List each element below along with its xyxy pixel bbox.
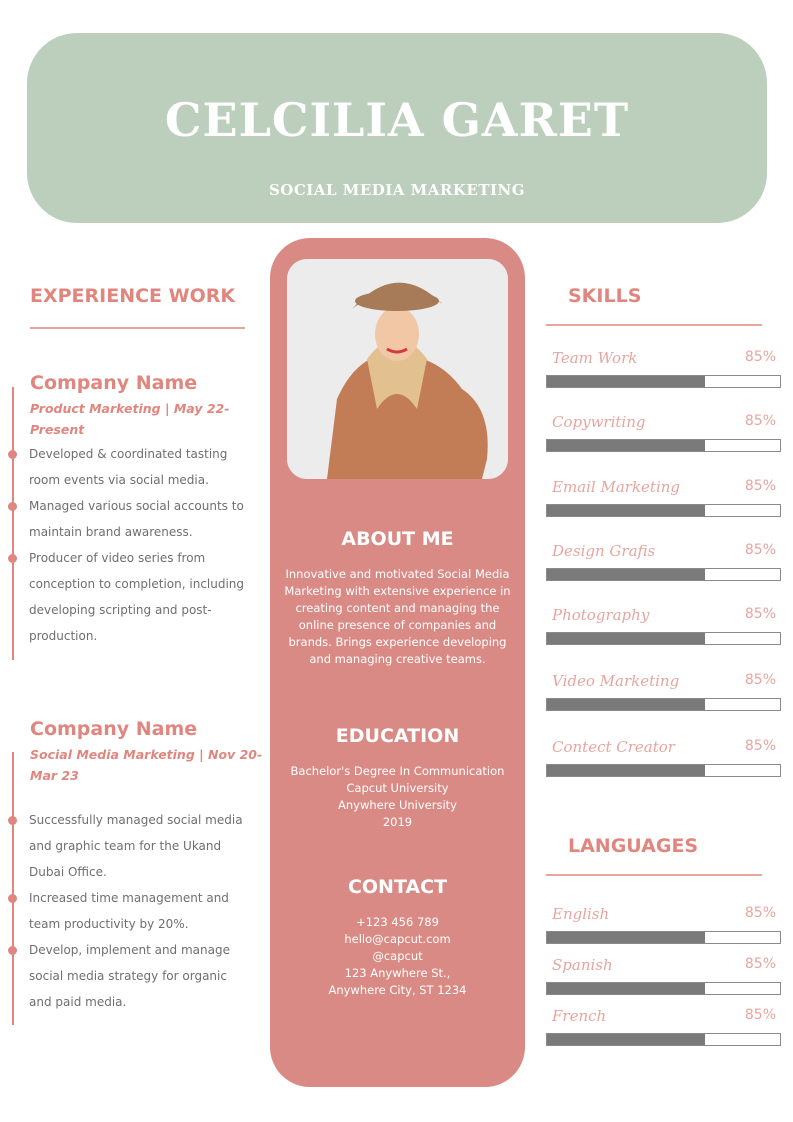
job-bullet: Developed & coordinated tasting room eve… [29,447,228,487]
header-banner: CELCILIA GARET SOCIAL MEDIA MARKETING [27,33,767,223]
skills-label: Video Marketing [552,672,680,690]
skills-progress-bar [546,439,781,452]
skills-heading: SKILLS [568,285,642,307]
education-line: Bachelor's Degree In Communication [290,764,505,778]
experience-heading: EXPERIENCE WORK [30,285,236,307]
divider [546,324,762,326]
job-role: Social Media Marketing | Nov 20-Mar 23 [30,747,263,783]
languages-heading: LANGUAGES [568,835,699,857]
skills-label: Contect Creator [552,738,675,756]
skills-progress-fill [547,633,706,644]
skills-percent: 85% [744,672,776,688]
skills-percent: 85% [744,606,776,622]
skills-label: Copywriting [552,413,646,431]
skills-progress-bar [546,504,781,517]
company-name: Company Name [30,372,198,394]
skills-label: Design Grafis [552,542,656,560]
skills-progress-bar [546,375,781,388]
skills-progress-bar [546,568,781,581]
bullet-dot [8,450,17,459]
skills-progress-fill [547,440,706,451]
skills-progress-fill [547,505,706,516]
languages-label: Spanish [552,956,613,974]
contact-heading: CONTACT [347,876,448,898]
about-heading: ABOUT ME [341,528,454,550]
languages-progress-fill [547,932,706,943]
skills-progress-bar [546,698,781,711]
languages-progress-fill [547,1034,706,1045]
person-name: CELCILIA GARET [164,93,630,147]
skills-percent: 85% [744,349,776,365]
timeline-line [12,752,14,1025]
contact-line: +123 456 789 [356,915,439,929]
divider [30,327,245,329]
skills-percent: 85% [744,542,776,558]
job-bullet: Develop, implement and manage social med… [29,943,230,1009]
bullet-dot [8,946,17,955]
divider [546,874,762,876]
contact-line: 123 Anywhere St., [344,966,451,980]
skills-percent: 85% [744,738,776,754]
languages-progress-bar [546,1033,781,1046]
languages-progress-fill [547,983,706,994]
skills-label: Email Marketing [552,478,681,496]
skills-progress-fill [547,569,706,580]
education-line: 2019 [382,815,413,829]
skills-progress-fill [547,376,706,387]
languages-progress-bar [546,931,781,944]
skills-progress-bar [546,632,781,645]
skills-progress-fill [547,765,706,776]
job-bullet: Increased time management and team produ… [29,891,229,931]
bullet-dot [8,554,17,563]
company-name: Company Name [30,718,198,740]
skills-label: Team Work [552,349,638,367]
languages-progress-bar [546,982,781,995]
skills-percent: 85% [744,478,776,494]
job-bullet: Successfully managed social media and gr… [29,813,243,879]
languages-percent: 85% [744,956,776,972]
skills-progress-fill [547,699,706,710]
skills-progress-bar [546,764,781,777]
languages-percent: 85% [744,1007,776,1023]
education-line: Capcut University [346,781,449,795]
skills-label: Photography [552,606,650,624]
languages-label: French [552,1007,607,1025]
bullet-dot [8,502,17,511]
job-title: SOCIAL MEDIA MARKETING [268,181,526,199]
contact-line: @capcut [372,949,423,963]
languages-percent: 85% [744,905,776,921]
bullet-dot [8,816,17,825]
languages-label: English [552,905,610,923]
profile-card: ABOUT ME Innovative and motivated Social… [270,238,525,1087]
contact-line: Anywhere City, ST 1234 [328,983,467,997]
job-bullet: Producer of video series from conception… [29,551,245,643]
skills-percent: 85% [744,413,776,429]
profile-photo [287,259,508,479]
job-role: Product Marketing | May 22-Present [30,401,230,437]
contact-line: hello@capcut.com [344,932,451,946]
education-heading: EDUCATION [335,725,460,747]
education-line: Anywhere University [338,798,457,812]
timeline-line [12,387,14,660]
bullet-dot [8,894,17,903]
job-bullet: Managed various social accounts to maint… [29,499,244,539]
about-text: Innovative and motivated Social Media Ma… [284,567,511,666]
